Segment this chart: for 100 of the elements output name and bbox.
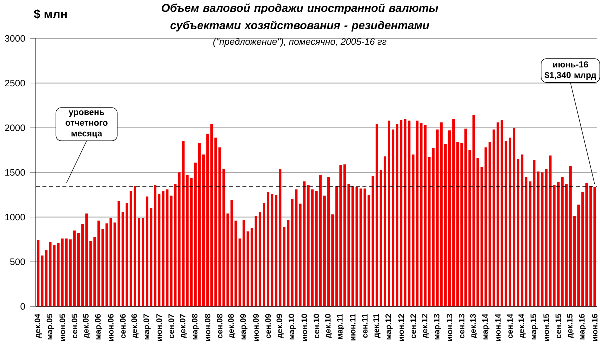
annotation: июнь-16 $1,340 млрд bbox=[544, 62, 596, 80]
bar bbox=[440, 122, 443, 307]
x-tick-label: мар.16 bbox=[579, 314, 586, 340]
x-tick-label: дек.11 bbox=[374, 314, 381, 338]
x-tick-label: дек.13 bbox=[470, 314, 478, 339]
bar bbox=[388, 120, 391, 307]
bar bbox=[166, 190, 169, 307]
bar bbox=[134, 186, 136, 307]
bar bbox=[73, 230, 76, 307]
x-tick-label: дек.10 bbox=[325, 314, 332, 339]
x-tick-label: сен.08 bbox=[217, 314, 223, 338]
y-axis-title: $ млн bbox=[34, 9, 67, 20]
y-tick-label: 3000 bbox=[5, 35, 26, 42]
y-tick-label: 500 bbox=[10, 258, 26, 266]
bar bbox=[110, 218, 112, 307]
chart-title: Объем валовой продажи иностранной валюты субъектами хозяйствования - резидентами bbox=[162, 4, 438, 32]
y-tick-label: 2500 bbox=[5, 80, 26, 87]
x-tick-label: июн.06 bbox=[108, 314, 114, 342]
x-tick-label: июн.09 bbox=[253, 314, 260, 342]
bar bbox=[279, 169, 282, 307]
x-tick-label: июн.07 bbox=[156, 314, 162, 342]
bar bbox=[267, 192, 270, 307]
bar bbox=[590, 186, 592, 307]
x-tick-label: мар.14 bbox=[482, 314, 490, 340]
bar bbox=[319, 175, 322, 307]
x-tick-label: июн.11 bbox=[350, 314, 356, 341]
bar bbox=[37, 240, 40, 307]
bar bbox=[307, 185, 310, 307]
bar bbox=[472, 115, 476, 307]
bar bbox=[49, 242, 52, 307]
bar bbox=[45, 250, 48, 307]
x-tick-label: сен.14 bbox=[507, 314, 514, 338]
bar bbox=[254, 216, 258, 307]
bar bbox=[98, 220, 100, 307]
x-tick-label: сен.09 bbox=[265, 314, 272, 338]
x-tick-label: дек.06 bbox=[132, 314, 139, 339]
bar bbox=[340, 166, 342, 307]
x-tick-label: дек.14 bbox=[518, 314, 526, 339]
x-tick-label: мар.06 bbox=[95, 314, 103, 340]
x-tick-label: дек.04 bbox=[34, 314, 42, 339]
bar bbox=[420, 124, 423, 307]
x-tick-label: сен.07 bbox=[168, 314, 174, 338]
bar bbox=[230, 200, 234, 307]
x-tick-label: мар.05 bbox=[46, 314, 54, 340]
x-tick-label: дек.07 bbox=[180, 314, 188, 339]
x-tick-label: июн.14 bbox=[495, 314, 501, 342]
x-tick-label: дек.15 bbox=[567, 314, 574, 339]
bar bbox=[452, 119, 456, 307]
x-tick-label: мар.13 bbox=[434, 314, 442, 340]
bar bbox=[416, 120, 419, 307]
x-tick-label: мар.09 bbox=[240, 314, 248, 340]
y-tick-label: 2000 bbox=[5, 124, 26, 132]
x-tick-label: сен.12 bbox=[410, 314, 416, 338]
x-tick-label: сен.05 bbox=[72, 314, 78, 338]
x-tick-label: дек.12 bbox=[422, 314, 430, 339]
bar bbox=[106, 224, 108, 307]
x-tick-label: сен.11 bbox=[362, 314, 368, 338]
y-tick-label: 1500 bbox=[6, 169, 26, 176]
x-tick-label: сен.13 bbox=[459, 314, 465, 338]
bar bbox=[541, 172, 544, 307]
bar bbox=[569, 166, 572, 307]
bar bbox=[356, 186, 358, 307]
bar bbox=[328, 177, 330, 307]
x-tick-label: сен.06 bbox=[120, 314, 126, 338]
bar bbox=[53, 245, 56, 307]
x-tick-label: июн.15 bbox=[544, 314, 550, 342]
x-tick-label: мар.10 bbox=[288, 314, 296, 340]
bar bbox=[521, 154, 524, 307]
bar bbox=[533, 160, 536, 307]
bar bbox=[396, 124, 399, 307]
x-tick-label: июн.12 bbox=[398, 314, 404, 342]
bar bbox=[376, 124, 378, 307]
bar bbox=[182, 141, 185, 307]
x-tick-label: июн.08 bbox=[204, 314, 211, 342]
x-tick-label: сен.10 bbox=[314, 314, 320, 338]
y-tick-label: 1000 bbox=[6, 214, 26, 221]
bar bbox=[162, 191, 165, 307]
bar bbox=[586, 183, 588, 307]
bar bbox=[594, 186, 596, 307]
x-tick-label: июн.16 bbox=[592, 314, 598, 342]
bar bbox=[344, 164, 346, 307]
x-tick-label: мар.11 bbox=[337, 314, 344, 340]
bar bbox=[561, 177, 564, 307]
x-tick-label: июн.13 bbox=[446, 314, 453, 342]
bar bbox=[303, 182, 306, 307]
bar bbox=[400, 120, 403, 307]
bar bbox=[198, 143, 201, 307]
x-tick-label: мар.07 bbox=[144, 314, 151, 340]
bar bbox=[65, 238, 68, 307]
bar bbox=[154, 185, 157, 307]
bar bbox=[242, 220, 246, 307]
bar bbox=[549, 156, 552, 307]
bar bbox=[61, 238, 64, 307]
bar bbox=[360, 188, 362, 307]
bar bbox=[210, 124, 214, 307]
bar bbox=[57, 243, 60, 307]
bar bbox=[408, 120, 411, 307]
bar bbox=[364, 188, 366, 307]
bar bbox=[291, 199, 294, 307]
bar bbox=[424, 125, 427, 307]
